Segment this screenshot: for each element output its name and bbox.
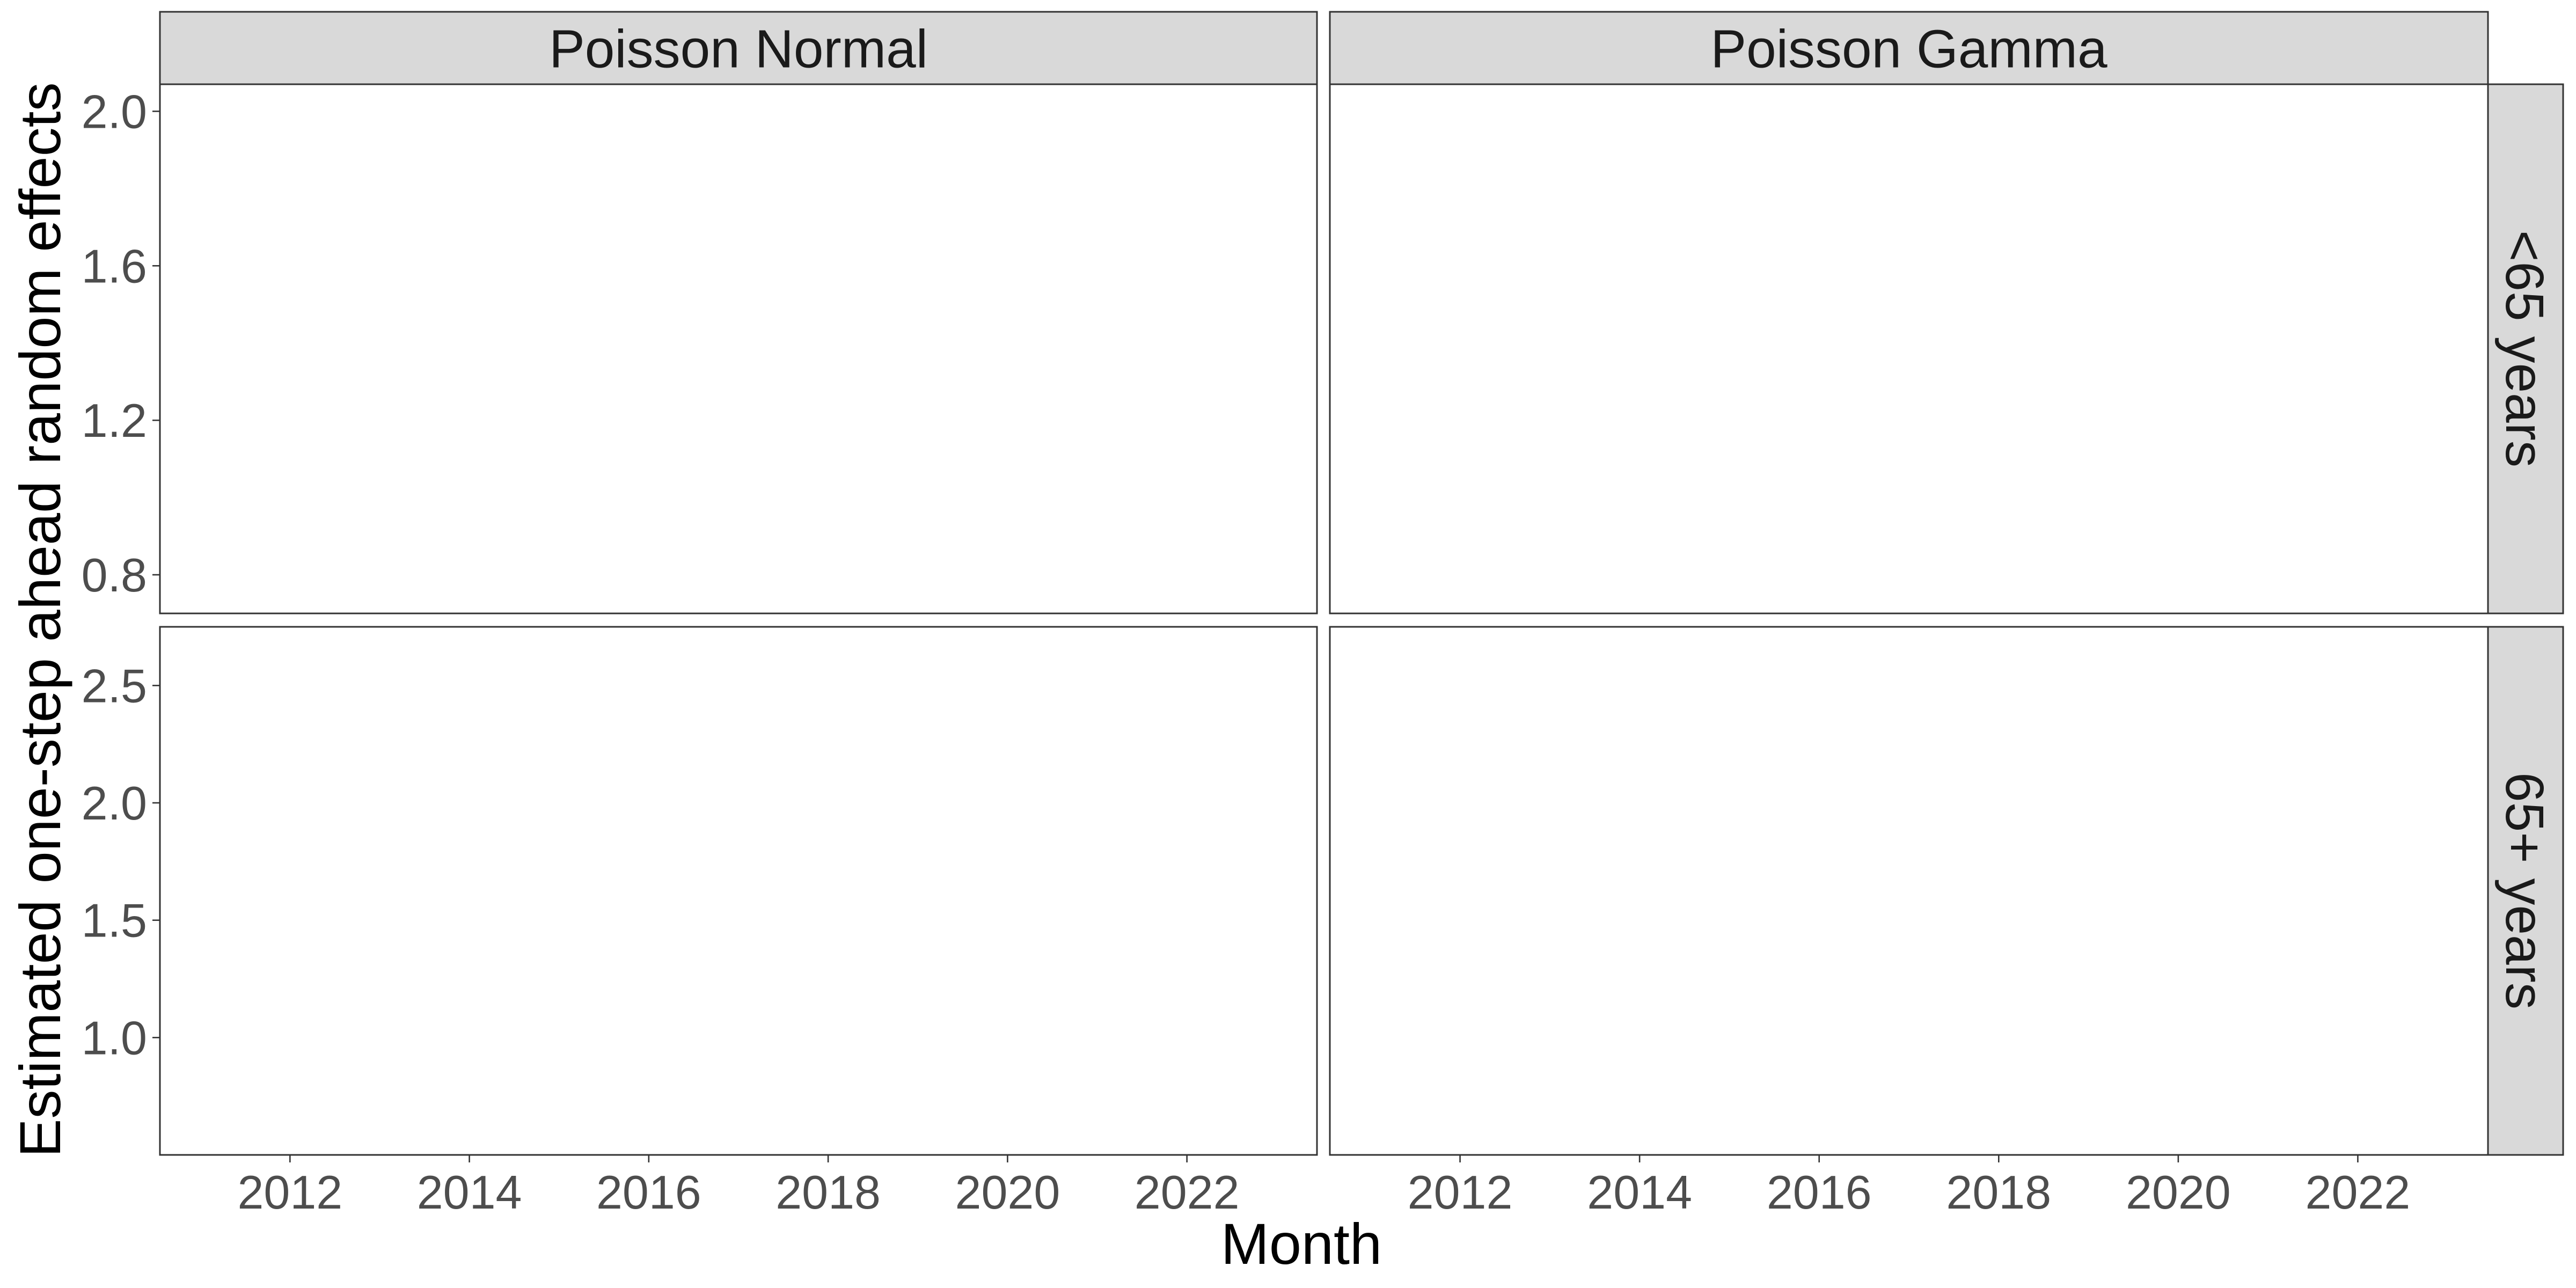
- x-tick-label: 2018: [775, 1166, 881, 1219]
- panel: 0.8 1.2 1.6 2.0: [82, 83, 1318, 614]
- x-tick-label: 2016: [1767, 1166, 1872, 1219]
- y-axis-title: Estimated one-step ahead random effects: [8, 82, 72, 1157]
- x-tick-label: 2014: [1587, 1166, 1692, 1219]
- y-tick-label: 2.5: [82, 659, 147, 712]
- x-tick-label: 2014: [417, 1166, 522, 1219]
- row-strip-label: 65+ years: [2494, 772, 2555, 1009]
- column-strip: [1329, 11, 2489, 85]
- panel: 2012 2014 2016 2018 2020 2022: [1329, 626, 2489, 1219]
- column-strip-label: Poisson Normal: [549, 19, 928, 79]
- x-tick-label: 2018: [1946, 1166, 2051, 1219]
- y-tick-label: 1.2: [82, 394, 147, 447]
- row-strip: [2487, 83, 2564, 614]
- x-tick-label: 2012: [237, 1166, 342, 1219]
- x-tick-label: 2016: [596, 1166, 701, 1219]
- panel-border: [1329, 626, 2489, 1156]
- y-tick-label: 0.8: [82, 548, 147, 602]
- row-strip-label: <65 years: [2494, 230, 2555, 467]
- x-tick-label: 2020: [955, 1166, 1060, 1219]
- x-tick-label: 2012: [1408, 1166, 1513, 1219]
- panel-border: [1329, 83, 2489, 614]
- y-tick-label: 1.5: [82, 894, 147, 947]
- x-tick-label: 2022: [1135, 1166, 1240, 1219]
- x-axis-title: Month: [1221, 1211, 1382, 1276]
- x-tick-label: 2020: [2126, 1166, 2231, 1219]
- y-tick-label: 2.0: [82, 85, 147, 138]
- y-tick-label: 1.6: [82, 239, 147, 292]
- column-strip-label: Poisson Gamma: [1710, 19, 2107, 79]
- column-strip: [159, 11, 1318, 85]
- y-tick-label: 2.0: [82, 777, 147, 830]
- y-tick-label: 1.0: [82, 1011, 147, 1064]
- x-tick-label: 2022: [2306, 1166, 2411, 1219]
- panel-border: [159, 626, 1318, 1156]
- panel: [1329, 83, 2489, 614]
- panel-border: [159, 83, 1318, 614]
- panel: 1.0 1.5 2.0 2.5 2012 2014 2016 2018 2020 2022: [82, 626, 1318, 1219]
- panels-layer: Poisson Normal Poisson Gamma <65 years 65+ …: [82, 11, 2564, 1219]
- row-strip: [2487, 626, 2564, 1156]
